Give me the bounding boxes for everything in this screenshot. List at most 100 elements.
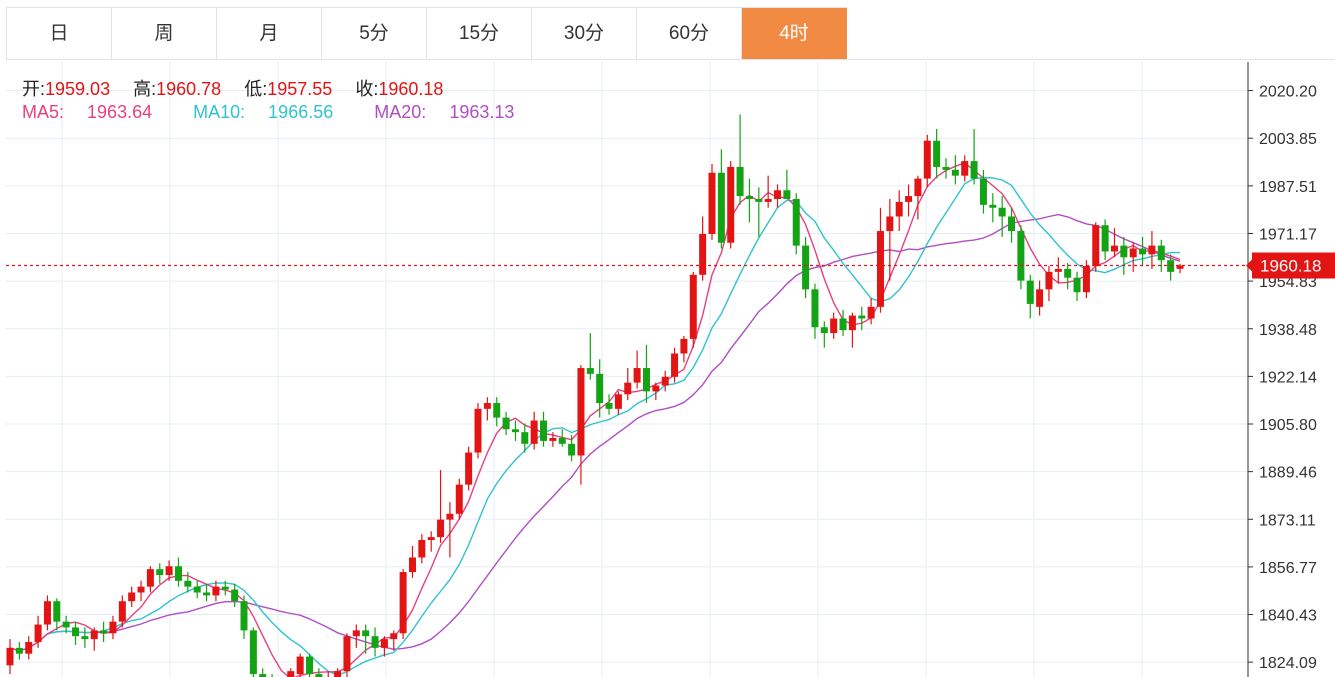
candle [53, 598, 61, 631]
candle [81, 627, 89, 648]
candle-body [193, 586, 201, 593]
candle-body [1026, 280, 1034, 304]
candle [998, 196, 1006, 237]
tab-4[interactable]: 15分 [427, 8, 532, 59]
candle-body [43, 601, 51, 625]
candle-body [1082, 266, 1090, 293]
candle [568, 435, 576, 462]
tab-6[interactable]: 60分 [637, 8, 742, 59]
candle [1120, 236, 1128, 275]
candle [146, 566, 154, 593]
candle [923, 134, 931, 188]
candle-body [81, 636, 89, 640]
candle-body [614, 394, 622, 409]
candle-body [343, 636, 351, 672]
candle-body [867, 306, 875, 319]
ma5-readout: MA5: 1963.64 [22, 102, 170, 122]
ma10-line [9, 176, 1180, 677]
candle-body [1120, 245, 1128, 258]
candle-body [680, 338, 688, 354]
candle-body [989, 204, 997, 208]
candle [287, 668, 295, 677]
candle-body [306, 656, 314, 675]
candle [43, 595, 51, 631]
close-label: 收: [355, 79, 379, 99]
candle [1129, 242, 1137, 272]
candle [942, 158, 950, 179]
y-tick-label: 1905.80 [1259, 417, 1317, 434]
tabs-divider [846, 59, 1335, 60]
candle [858, 306, 866, 331]
candle-body [774, 190, 782, 199]
tab-3[interactable]: 5分 [322, 8, 427, 59]
candle-body [465, 452, 473, 485]
tab-5[interactable]: 30分 [532, 8, 637, 59]
candle [811, 283, 819, 339]
candle [1148, 231, 1156, 269]
y-tick-label: 2020.20 [1259, 84, 1317, 101]
candle [1092, 222, 1100, 272]
candle [221, 580, 229, 596]
tab-7[interactable]: 4时 [742, 8, 847, 59]
candle [989, 193, 997, 223]
candle-body [231, 589, 239, 602]
candle-body [933, 140, 941, 167]
candle-body [858, 315, 866, 319]
candle [511, 420, 519, 441]
candle-body [380, 639, 388, 648]
candle [933, 129, 941, 179]
candle [886, 198, 894, 281]
candle [399, 569, 407, 640]
tab-0[interactable]: 日 [7, 8, 112, 59]
candle-body [558, 437, 566, 444]
candle [109, 615, 117, 640]
candle [352, 624, 360, 648]
candle [661, 370, 669, 392]
candle [1017, 225, 1025, 290]
candle [839, 309, 847, 336]
candle-body [15, 647, 23, 654]
candle-body [287, 671, 295, 677]
ma20-value: 1963.13 [449, 102, 515, 122]
candle-body [165, 566, 173, 575]
candle-body [736, 166, 744, 197]
candle [1064, 263, 1072, 290]
tab-1[interactable]: 周 [112, 8, 217, 59]
low-value: 1957.55 [267, 79, 333, 99]
candle-body [1139, 248, 1147, 255]
candle-body [876, 231, 884, 307]
candle [165, 560, 173, 581]
tab-2[interactable]: 月 [217, 8, 322, 59]
candle [680, 335, 688, 363]
candle [745, 178, 753, 223]
candle [540, 411, 548, 447]
candle-body [979, 178, 987, 205]
candle [1176, 263, 1184, 274]
candle-body [437, 519, 445, 538]
y-tick-label: 1922.14 [1259, 369, 1317, 386]
candle-body [146, 569, 154, 587]
candle-body [390, 633, 398, 640]
current-price-label: 1960.18 [1260, 257, 1321, 276]
candle [755, 187, 763, 237]
candle-body [493, 403, 501, 418]
candle [867, 298, 875, 325]
candle-body [970, 161, 978, 179]
candle-body [633, 368, 641, 383]
candle [521, 423, 529, 453]
candle-body [802, 245, 810, 290]
candle [493, 397, 501, 427]
candle [596, 359, 604, 418]
open-label: 开: [22, 79, 46, 99]
candle-body [905, 196, 913, 202]
candle-body [1045, 271, 1053, 290]
ma20-label: MA20: [374, 102, 427, 122]
y-tick-label: 1987.51 [1259, 179, 1317, 196]
candle [1157, 239, 1165, 272]
candle-body [53, 601, 61, 622]
candle [979, 169, 987, 214]
candle [1082, 260, 1090, 299]
candle-body [62, 621, 70, 628]
candles [6, 114, 1184, 677]
